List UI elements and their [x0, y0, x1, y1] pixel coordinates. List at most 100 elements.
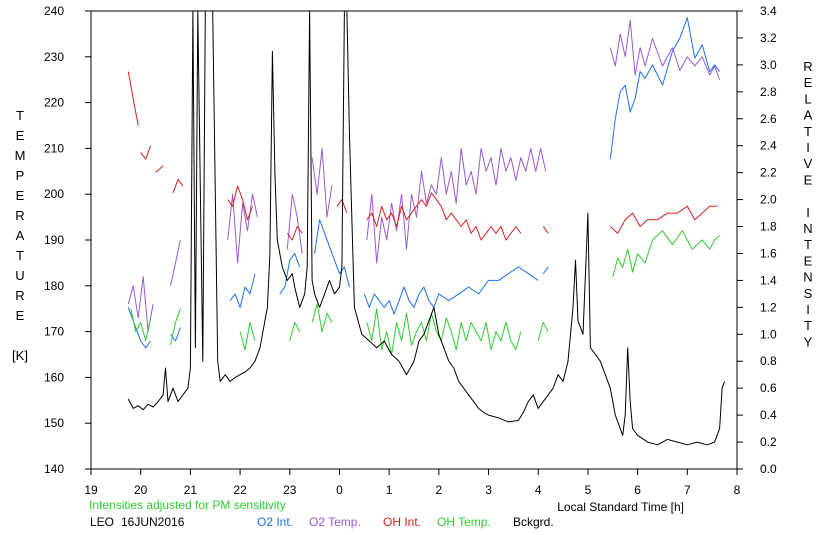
y-left-tick-label: 220 [44, 96, 64, 110]
y-right-axis-label-char: V [804, 156, 813, 171]
y-right-axis-label-char: E [804, 253, 813, 268]
series-line-segment [537, 321, 549, 341]
y-left-tick-label: 190 [44, 233, 64, 247]
x-tick-label: 0 [336, 483, 343, 497]
x-tick-label: 19 [84, 483, 98, 497]
y-right-axis-label-char: I [806, 140, 810, 155]
y-right-tick-label: 0.6 [760, 381, 777, 395]
series-line-segment [229, 273, 256, 308]
y-right-tick-label: 2.4 [760, 139, 777, 153]
y-left-tick-label: 160 [44, 370, 64, 384]
series-line-segment [227, 185, 253, 221]
y-right-axis-label-char: T [804, 124, 812, 139]
x-tick-label: 20 [134, 483, 148, 497]
series-line-segment [366, 308, 522, 355]
y-left-axis-label-char: E [16, 128, 25, 143]
y-left-tick-label: 180 [44, 279, 64, 293]
y-right-tick-label: 0.4 [760, 408, 777, 422]
date-label: 16JUN2016 [121, 515, 185, 529]
y-right-tick-label: 2.2 [760, 166, 777, 180]
y-right-tick-label: 0.8 [760, 354, 777, 368]
series-line-segment [289, 321, 301, 341]
pm-sensitivity-note: Intensities adjusted for PM sensitivity [89, 498, 286, 512]
series-line-segment [286, 226, 303, 241]
y-right-tick-label: 1.4 [760, 273, 777, 287]
y-left-tick-label: 210 [44, 141, 64, 155]
y-right-axis-label-char: R [803, 59, 812, 74]
series-bckgrd [127, 10, 726, 446]
series-line-segment [609, 19, 721, 80]
series-layer [127, 10, 726, 446]
series-line-segment [239, 321, 256, 351]
y-right-tick-label: 3.4 [760, 4, 777, 18]
x-tick-label: 21 [184, 483, 198, 497]
y-right-axis-label-char: A [804, 108, 813, 123]
series-oh-temp [130, 230, 720, 355]
y-left-tick-label: 230 [44, 50, 64, 64]
legend-entry: OH Int. [383, 515, 421, 529]
x-tick-label: 8 [734, 483, 741, 497]
y-left-axis-label-char: T [16, 248, 24, 263]
x-tick-label: 1 [386, 483, 393, 497]
series-line-segment [542, 226, 549, 234]
y-right-tick-label: 0.0 [760, 462, 777, 476]
y-left-axis-label-char: A [16, 228, 25, 243]
series-line-segment [311, 303, 333, 333]
legend-entry: Bckgrd. [513, 515, 554, 529]
x-tick-label: 7 [684, 483, 691, 497]
y-left-axis-label-char: P [16, 168, 25, 183]
series-line-segment [172, 178, 184, 194]
y-left-axis-label-char: E [16, 188, 25, 203]
y-left-axis-label-char: M [15, 148, 26, 163]
series-line-segment [366, 192, 522, 241]
y-left-tick-label: 140 [44, 462, 64, 476]
x-tick-label: 4 [535, 483, 542, 497]
y-left-axis-label-char: [K] [12, 348, 28, 363]
y-right-tick-label: 1.6 [760, 246, 777, 260]
y-right-axis-label-char: N [803, 270, 812, 285]
y-right-axis-label-char: I [806, 205, 810, 220]
y-right-tick-label: 2.6 [760, 112, 777, 126]
series-line-segment [612, 230, 720, 277]
series-line-segment [130, 308, 152, 342]
y-left-tick-label: 200 [44, 187, 64, 201]
axes [85, 10, 743, 475]
series-line-segment [336, 199, 348, 214]
y-right-tick-label: 3.0 [760, 58, 777, 72]
x-tick-label: 22 [233, 483, 247, 497]
y-right-tick-label: 1.2 [760, 300, 777, 314]
x-tick-label: 5 [585, 483, 592, 497]
series-oh-int [127, 71, 718, 241]
legend-entry: OH Temp. [437, 515, 491, 529]
y-right-axis-label-char: I [806, 302, 810, 317]
y-right-tick-label: 2.8 [760, 85, 777, 99]
series-o2-temp [127, 19, 721, 333]
labels: 1401501601701801902002102202302400.00.20… [12, 4, 813, 529]
series-line-segment [140, 145, 152, 160]
y-left-tick-label: 170 [44, 325, 64, 339]
legend-entry: O2 Temp. [309, 515, 361, 529]
y-left-tick-label: 150 [44, 416, 64, 430]
station-label: LEO [90, 515, 114, 529]
y-right-axis-label-char: S [804, 286, 813, 301]
y-right-axis-label-char: E [804, 172, 813, 187]
x-tick-label: 23 [283, 483, 297, 497]
y-right-axis-label-char: N [803, 221, 812, 236]
y-right-tick-label: 3.2 [760, 31, 777, 45]
series-line-segment [286, 193, 303, 254]
legend-entry: O2 Int. [257, 515, 293, 529]
y-right-tick-label: 2.0 [760, 193, 777, 207]
series-o2-int [127, 17, 721, 349]
series-line-segment [609, 17, 721, 160]
y-right-axis-label-char: E [804, 75, 813, 90]
y-left-axis-label-char: U [15, 268, 24, 283]
y-right-axis-label-char: Y [804, 334, 813, 349]
series-line-segment [170, 308, 181, 346]
y-right-axis-label-char: L [804, 91, 811, 106]
series-line-segment [227, 193, 258, 264]
y-right-axis-label-char: T [804, 318, 812, 333]
series-line-segment [127, 10, 726, 446]
y-left-axis-label-char: R [15, 288, 24, 303]
series-line-segment [366, 147, 547, 264]
